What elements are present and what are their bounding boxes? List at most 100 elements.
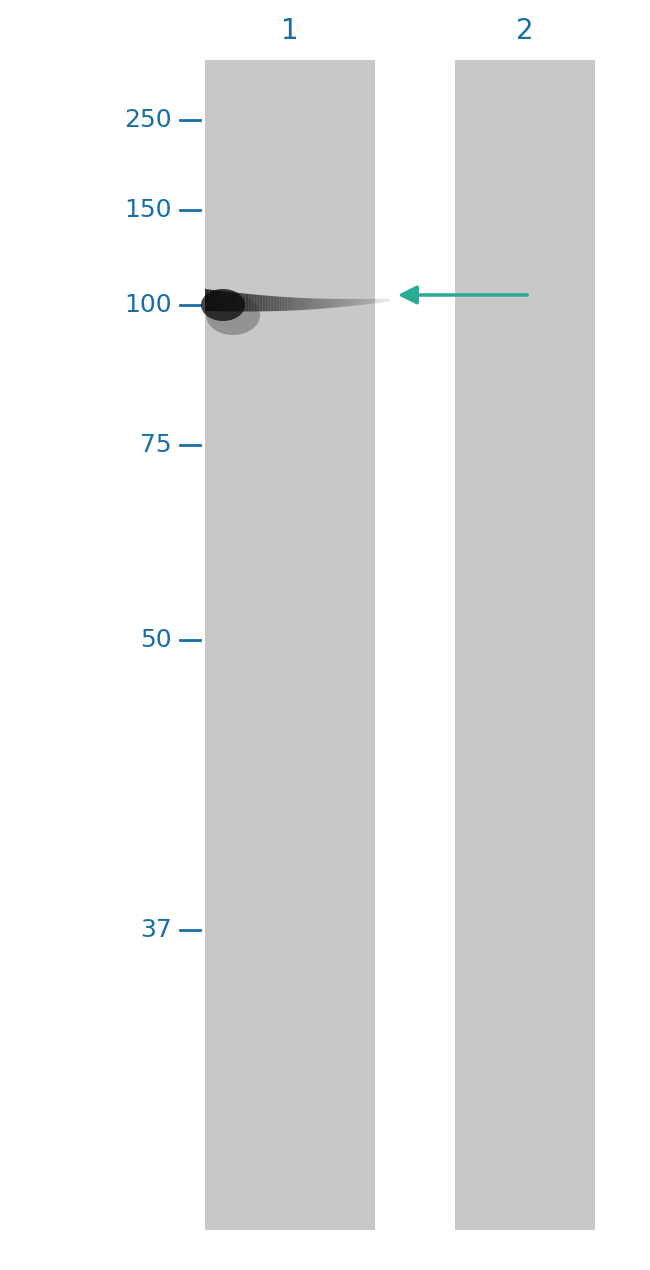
- Polygon shape: [369, 298, 370, 304]
- Polygon shape: [258, 295, 259, 311]
- Polygon shape: [227, 292, 228, 311]
- Polygon shape: [309, 298, 311, 310]
- Polygon shape: [389, 298, 390, 302]
- Polygon shape: [211, 290, 213, 311]
- Polygon shape: [302, 298, 303, 310]
- Polygon shape: [281, 297, 283, 311]
- Polygon shape: [230, 292, 231, 311]
- Polygon shape: [247, 293, 248, 311]
- Polygon shape: [346, 298, 348, 306]
- Polygon shape: [240, 293, 242, 311]
- Polygon shape: [233, 292, 235, 311]
- Polygon shape: [351, 298, 353, 306]
- Polygon shape: [259, 295, 261, 311]
- Polygon shape: [334, 298, 335, 307]
- Polygon shape: [201, 290, 245, 321]
- Polygon shape: [252, 295, 254, 311]
- Polygon shape: [358, 298, 359, 305]
- Polygon shape: [325, 298, 326, 309]
- Polygon shape: [278, 296, 280, 311]
- Polygon shape: [306, 298, 307, 310]
- Polygon shape: [283, 297, 284, 311]
- Polygon shape: [216, 291, 218, 311]
- Polygon shape: [367, 298, 369, 305]
- Polygon shape: [362, 298, 363, 305]
- Text: 2: 2: [516, 17, 534, 44]
- Polygon shape: [339, 298, 340, 307]
- Polygon shape: [294, 297, 295, 310]
- Polygon shape: [206, 295, 260, 335]
- Polygon shape: [235, 292, 236, 311]
- Polygon shape: [326, 298, 328, 309]
- Polygon shape: [231, 292, 233, 311]
- Polygon shape: [371, 298, 373, 304]
- Polygon shape: [365, 298, 367, 305]
- Polygon shape: [295, 297, 296, 310]
- Polygon shape: [370, 298, 371, 304]
- Polygon shape: [337, 298, 339, 307]
- Polygon shape: [266, 296, 267, 311]
- Polygon shape: [384, 298, 385, 302]
- Polygon shape: [213, 290, 214, 311]
- Polygon shape: [224, 291, 225, 311]
- Polygon shape: [267, 296, 268, 311]
- Polygon shape: [376, 298, 378, 304]
- Polygon shape: [242, 293, 244, 311]
- Polygon shape: [276, 296, 278, 311]
- Polygon shape: [387, 298, 389, 302]
- Polygon shape: [254, 295, 255, 311]
- Polygon shape: [287, 297, 289, 311]
- Polygon shape: [274, 296, 275, 311]
- Polygon shape: [275, 296, 276, 311]
- Text: 37: 37: [140, 918, 172, 942]
- Polygon shape: [345, 298, 346, 306]
- Polygon shape: [210, 290, 211, 311]
- Polygon shape: [342, 298, 343, 307]
- Polygon shape: [354, 298, 356, 306]
- Polygon shape: [379, 298, 381, 302]
- Polygon shape: [246, 293, 247, 311]
- Text: 250: 250: [124, 108, 172, 132]
- Polygon shape: [268, 296, 270, 311]
- Polygon shape: [303, 298, 304, 310]
- Polygon shape: [264, 296, 266, 311]
- Bar: [205, 60, 375, 1231]
- Bar: [455, 60, 595, 1231]
- Polygon shape: [248, 293, 250, 311]
- Polygon shape: [225, 291, 227, 311]
- Polygon shape: [239, 293, 240, 311]
- Polygon shape: [382, 298, 384, 302]
- Polygon shape: [218, 291, 219, 311]
- Polygon shape: [250, 295, 252, 311]
- Polygon shape: [272, 296, 274, 311]
- Polygon shape: [315, 298, 317, 309]
- Polygon shape: [335, 298, 337, 307]
- Polygon shape: [363, 298, 365, 305]
- Polygon shape: [261, 295, 263, 311]
- Polygon shape: [296, 297, 298, 310]
- Polygon shape: [255, 295, 256, 311]
- Polygon shape: [270, 296, 272, 311]
- Text: 50: 50: [140, 627, 172, 652]
- Polygon shape: [263, 295, 264, 311]
- Polygon shape: [219, 291, 220, 311]
- Text: 75: 75: [140, 433, 172, 457]
- Polygon shape: [207, 290, 208, 311]
- Polygon shape: [220, 291, 222, 311]
- Polygon shape: [343, 298, 345, 307]
- Polygon shape: [314, 298, 315, 310]
- Polygon shape: [385, 298, 387, 302]
- Text: 1: 1: [281, 17, 299, 44]
- Polygon shape: [304, 298, 306, 310]
- Polygon shape: [373, 298, 374, 304]
- Polygon shape: [208, 290, 210, 311]
- Text: 150: 150: [125, 198, 172, 222]
- Polygon shape: [330, 298, 331, 309]
- Polygon shape: [320, 298, 322, 309]
- Polygon shape: [228, 292, 230, 311]
- Polygon shape: [317, 298, 318, 309]
- Polygon shape: [292, 297, 294, 310]
- Polygon shape: [378, 298, 379, 304]
- Polygon shape: [236, 292, 238, 311]
- Polygon shape: [205, 290, 207, 311]
